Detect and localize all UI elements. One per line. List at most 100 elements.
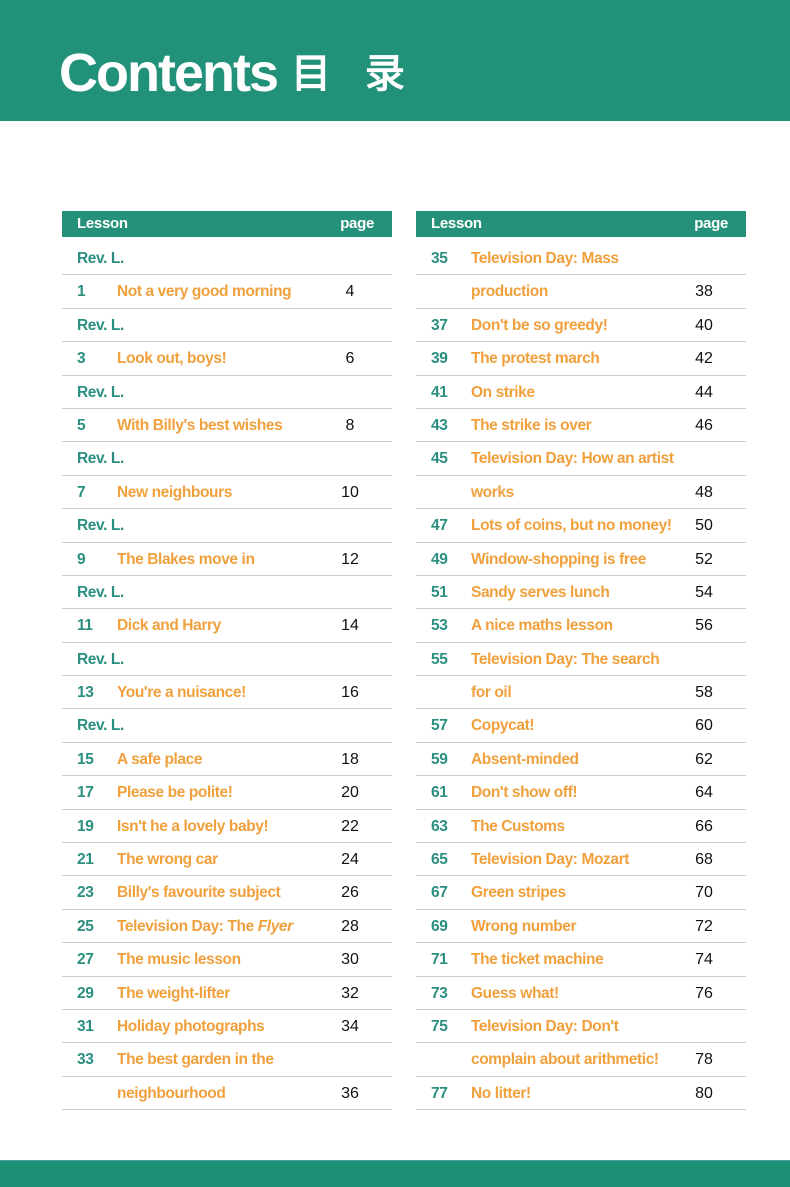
- table-header: Lesson page: [416, 211, 746, 237]
- table-row: 15 A safe place 18: [62, 743, 392, 777]
- lesson-number: 41: [431, 383, 448, 401]
- table-row: 49 Window-shopping is free 52: [416, 543, 746, 576]
- lesson-title: neighbourhood: [117, 1084, 226, 1103]
- lesson-title: Don't show off!: [471, 784, 578, 802]
- lesson-title: Green stripes: [471, 884, 566, 902]
- table-row: Rev. L.: [62, 509, 392, 543]
- table-row: Rev. L.: [62, 576, 392, 610]
- table-row: 21 The wrong car 24: [62, 843, 392, 877]
- lesson-title: Dick and Harry: [117, 617, 221, 635]
- page-number: 36: [341, 1084, 359, 1102]
- title-en: Contents: [59, 43, 279, 103]
- lesson-title-text: Guess what!: [471, 984, 559, 1002]
- lesson-number: 69: [431, 917, 448, 935]
- lesson-title-text: No litter!: [471, 1084, 531, 1102]
- table-row: 37 Don't be so greedy! 40: [416, 309, 746, 343]
- lesson-title: works: [471, 484, 514, 502]
- lesson-title: Isn't he a lovely baby!: [117, 817, 269, 836]
- lesson-number: Rev. L.: [77, 250, 124, 267]
- page-number: 16: [341, 684, 359, 702]
- table-row: 13 You're a nuisance! 16: [62, 676, 392, 710]
- lesson-title: Television Day: How an artist: [471, 450, 674, 468]
- lesson-title: With Billy's best wishes: [117, 417, 283, 435]
- lesson-number: 1: [77, 283, 86, 301]
- lesson-title: The protest march: [471, 350, 600, 368]
- lesson-number: 55: [431, 650, 448, 668]
- lesson-title-text: The Customs: [471, 817, 565, 835]
- lesson-number: 49: [431, 550, 448, 568]
- lesson-title: A safe place: [117, 751, 202, 769]
- page-number: 38: [695, 283, 713, 301]
- table-row: 43 The strike is over 46: [416, 409, 746, 443]
- table-row: 7 New neighbours 10: [62, 476, 392, 510]
- page-number: 42: [695, 350, 713, 368]
- lesson-title: The wrong car: [117, 851, 218, 869]
- page-number: 68: [695, 851, 713, 869]
- lesson-title: for oil: [471, 684, 512, 702]
- page-number: 22: [341, 817, 359, 835]
- lesson-title-text: Billy's favourite subject: [117, 884, 281, 902]
- lesson-number: 35: [431, 250, 448, 267]
- lesson-number: 75: [431, 1017, 448, 1035]
- table-row: 31 Holiday photographs 34: [62, 1010, 392, 1044]
- page-number: 34: [341, 1017, 359, 1035]
- lesson-number: 31: [77, 1017, 94, 1035]
- lesson-number: 61: [431, 784, 448, 802]
- lesson-title: A nice maths lesson: [471, 617, 613, 635]
- lesson-number: 59: [431, 750, 448, 768]
- lesson-title-text: Television Day: The: [117, 917, 258, 935]
- table-row: 27 The music lesson 30: [62, 943, 392, 977]
- lesson-number: 67: [431, 884, 448, 902]
- footer-banner: [0, 1160, 790, 1187]
- table-row: 65 Television Day: Mozart 68: [416, 843, 746, 877]
- lesson-title: complain about arithmetic!: [471, 1051, 659, 1069]
- lesson-number: 5: [77, 416, 86, 434]
- lesson-number: 27: [77, 951, 94, 969]
- lesson-title: The best garden in the: [117, 1051, 274, 1069]
- table-row: 41 On strike 44: [416, 376, 746, 409]
- lesson-title-text: The strike is over: [471, 416, 592, 434]
- lesson-number: 63: [431, 817, 448, 835]
- table-row: 3 Look out, boys! 6: [62, 342, 392, 376]
- table-row: 53 A nice maths lesson 56: [416, 609, 746, 643]
- table-row: production 38: [416, 275, 746, 309]
- table-row: 47 Lots of coins, but no money! 50: [416, 509, 746, 543]
- lesson-title-text: Window-shopping is free: [471, 550, 646, 568]
- page-number: 58: [695, 684, 713, 702]
- lesson-number: 29: [77, 984, 94, 1002]
- contents-table-right: Lesson page 35 Television Day: Mass produc…: [416, 211, 746, 1111]
- table-row: 35 Television Day: Mass: [416, 242, 746, 276]
- lesson-title-text: Not a very good morning: [117, 283, 292, 301]
- lesson-number: 53: [431, 617, 448, 635]
- page-number: 60: [695, 717, 713, 735]
- lesson-title: Wrong number: [471, 918, 577, 936]
- page-number: 30: [341, 951, 359, 969]
- lesson-title: Television Day: The Flyer: [117, 918, 293, 936]
- table-row: 5 With Billy's best wishes 8: [62, 409, 392, 443]
- lesson-column-header: Lesson: [77, 215, 128, 232]
- lesson-number: 65: [431, 851, 448, 869]
- lesson-title-text: Isn't he a lovely baby!: [117, 817, 269, 835]
- table-row: 73 Guess what! 76: [416, 977, 746, 1010]
- lesson-title-text: Television Day: How an artist: [471, 450, 674, 468]
- lesson-title: The Customs: [471, 818, 565, 836]
- lesson-title: Holiday photographs: [117, 1018, 265, 1036]
- lesson-title: Guess what!: [471, 985, 559, 1003]
- table-row: 61 Don't show off! 64: [416, 776, 746, 810]
- table-row: 19 Isn't he a lovely baby! 22: [62, 810, 392, 844]
- page-number: 64: [695, 784, 713, 802]
- page-number: 46: [695, 416, 713, 434]
- lesson-title: The Blakes move in: [117, 551, 255, 569]
- lesson-number: 15: [77, 750, 94, 768]
- lesson-title-text: neighbourhood: [117, 1084, 226, 1102]
- table-row: 63 The Customs 66: [416, 810, 746, 844]
- lesson-title-text: The wrong car: [117, 851, 218, 869]
- lesson-number: 3: [77, 350, 86, 368]
- table-row: Rev. L.: [62, 709, 392, 743]
- lesson-title-text: On strike: [471, 383, 535, 401]
- table-row: 33 The best garden in the: [62, 1043, 392, 1077]
- title-cn: 目 录: [290, 51, 415, 97]
- lesson-title-text: works: [471, 483, 514, 501]
- table-row: 75 Television Day: Don't: [416, 1010, 746, 1044]
- lesson-title: Sandy serves lunch: [471, 584, 610, 602]
